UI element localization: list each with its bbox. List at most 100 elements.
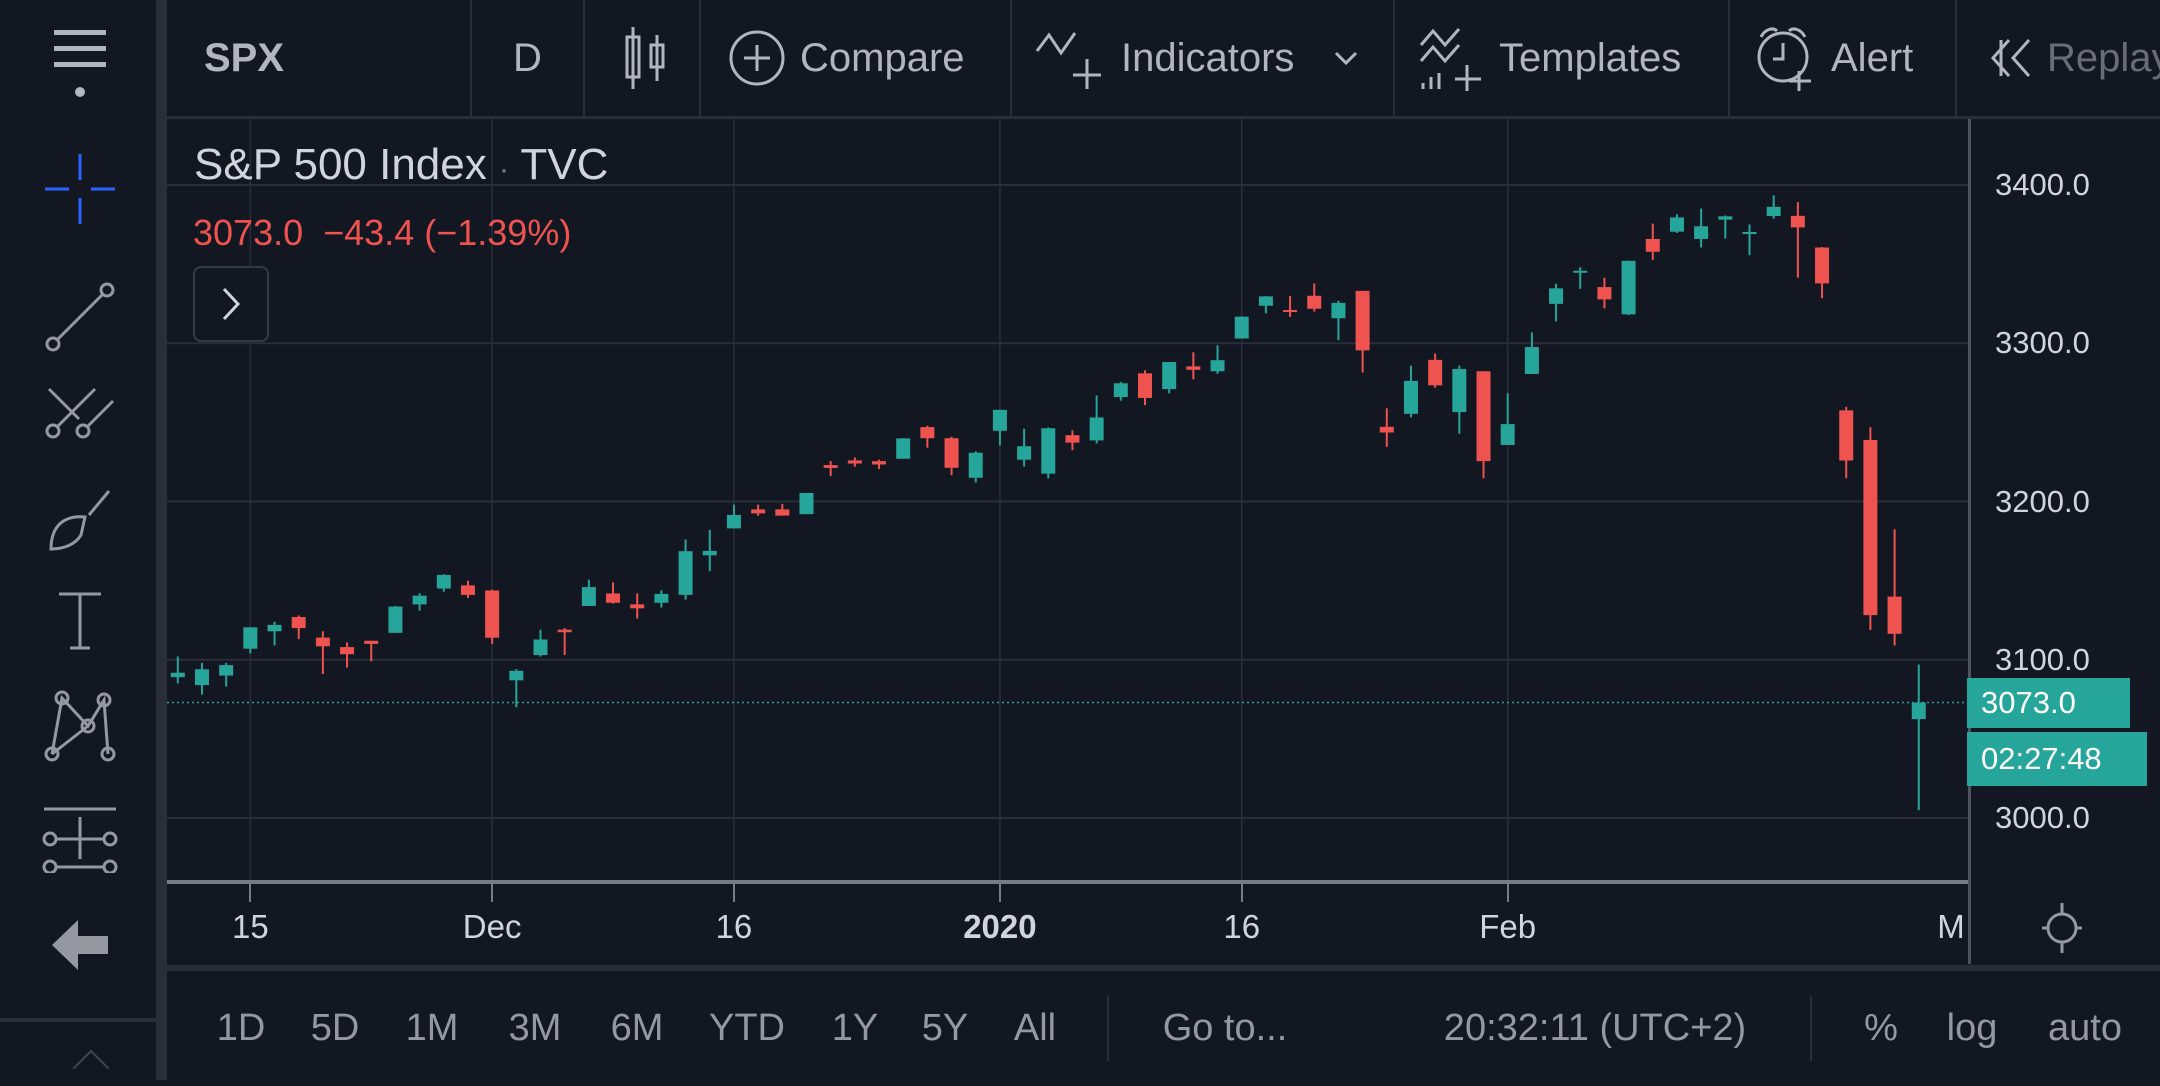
candle-body bbox=[1113, 383, 1128, 398]
candle bbox=[1428, 353, 1443, 388]
candle-body bbox=[751, 509, 766, 514]
range-6m-button[interactable]: 6M bbox=[610, 1007, 664, 1049]
range-5y-button[interactable]: 5Y bbox=[921, 1007, 969, 1049]
chart-type-button[interactable] bbox=[620, 0, 684, 116]
time-tick bbox=[998, 884, 1001, 902]
candle bbox=[1355, 290, 1370, 373]
plus-circle-icon bbox=[729, 30, 785, 86]
percent-scale-toggle[interactable]: % bbox=[1864, 1007, 1898, 1049]
candle bbox=[823, 460, 838, 477]
candle bbox=[1742, 224, 1757, 256]
candle bbox=[243, 627, 258, 654]
candle bbox=[1911, 664, 1926, 811]
candle-body bbox=[1742, 232, 1757, 235]
candle bbox=[1549, 283, 1564, 322]
time-tick-label: 15 bbox=[231, 908, 269, 945]
candle bbox=[460, 580, 475, 599]
candle bbox=[1379, 408, 1394, 447]
candle bbox=[1621, 260, 1636, 316]
symbol-search-button[interactable]: SPX bbox=[204, 0, 284, 116]
candle bbox=[1524, 332, 1539, 374]
pattern-icon[interactable] bbox=[40, 686, 120, 766]
time-tick bbox=[1240, 884, 1243, 902]
candle bbox=[1645, 223, 1660, 260]
crosshair-icon[interactable] bbox=[40, 149, 120, 229]
candle bbox=[775, 503, 790, 516]
candle bbox=[606, 582, 621, 604]
candle-body bbox=[1839, 410, 1854, 461]
last-price-label: 3073.0 bbox=[1967, 678, 2130, 728]
candle bbox=[1500, 393, 1515, 446]
candle-body bbox=[243, 627, 258, 649]
goto-button[interactable]: Go to... bbox=[1162, 1007, 1288, 1049]
brush-icon[interactable] bbox=[40, 480, 120, 560]
log-scale-toggle[interactable]: log bbox=[1946, 1007, 1998, 1049]
candle-body bbox=[1790, 215, 1805, 228]
indicators-button[interactable]: Indicators bbox=[1035, 0, 1372, 116]
price-chart[interactable] bbox=[167, 119, 2160, 882]
indicators-icon bbox=[1035, 32, 1101, 89]
legend-change: −43.4 bbox=[323, 212, 415, 253]
chevron-down-icon[interactable] bbox=[1334, 51, 1358, 65]
divider bbox=[699, 0, 701, 116]
candle bbox=[1863, 427, 1878, 630]
compare-button[interactable]: Compare bbox=[728, 0, 965, 116]
candle-body bbox=[1089, 417, 1104, 441]
candle bbox=[896, 438, 911, 459]
candle-body bbox=[1863, 439, 1878, 616]
candle bbox=[1331, 300, 1346, 341]
back-arrow-icon[interactable] bbox=[40, 905, 120, 985]
candle-body bbox=[823, 465, 838, 468]
candle bbox=[1476, 371, 1491, 479]
bottom-toolbar: 1D 5D 1M 3M 6M YTD 1Y 5Y All Go to... 20:32:11 (… bbox=[167, 965, 2160, 1086]
candle-body bbox=[533, 639, 548, 656]
candle-body bbox=[219, 665, 234, 676]
alert-button[interactable]: Alert bbox=[1755, 0, 1913, 116]
range-1m-button[interactable]: 1M bbox=[405, 1007, 459, 1049]
series-title: S&P 500 Index bbox=[194, 140, 487, 189]
compare-label: Compare bbox=[800, 35, 965, 80]
replay-button[interactable]: Replay bbox=[1989, 0, 2160, 116]
candle-body bbox=[388, 606, 403, 633]
candle-body bbox=[1258, 296, 1273, 306]
candle-body bbox=[1815, 247, 1830, 284]
candle bbox=[581, 579, 596, 606]
text-icon[interactable] bbox=[40, 580, 120, 660]
price-tick-label: 3300.0 bbox=[1995, 325, 2090, 361]
price-tick-label: 3100.0 bbox=[1995, 641, 2090, 677]
candle bbox=[968, 451, 983, 483]
range-3m-button[interactable]: 3M bbox=[508, 1007, 562, 1049]
clock-timezone[interactable]: 20:32:11 (UTC+2) bbox=[1443, 1007, 1747, 1049]
candle-body bbox=[630, 604, 645, 609]
candle bbox=[1138, 370, 1152, 406]
range-1d-button[interactable]: 1D bbox=[216, 1007, 266, 1049]
candle bbox=[315, 631, 330, 674]
range-ytd-button[interactable]: YTD bbox=[709, 1007, 785, 1049]
chevron-up-icon[interactable] bbox=[72, 1049, 110, 1086]
candle-body bbox=[992, 409, 1007, 431]
menu-icon[interactable] bbox=[40, 22, 120, 102]
alert-label: Alert bbox=[1831, 35, 1914, 80]
templates-button[interactable]: Templates bbox=[1419, 0, 1681, 116]
legend-expand-button[interactable] bbox=[193, 266, 269, 342]
interval-button[interactable]: D bbox=[513, 0, 542, 116]
chart-settings-icon[interactable] bbox=[2040, 903, 2084, 958]
measure-icon[interactable] bbox=[40, 798, 120, 878]
auto-scale-toggle[interactable]: auto bbox=[2048, 1007, 2122, 1049]
legend-price: 3073.0 bbox=[193, 212, 304, 253]
candle-body bbox=[1524, 347, 1539, 374]
candle-body bbox=[799, 492, 814, 515]
grid bbox=[167, 119, 1968, 880]
candles bbox=[170, 195, 1926, 811]
candle-body bbox=[1162, 362, 1177, 390]
fib-icon[interactable] bbox=[40, 364, 120, 444]
range-all-button[interactable]: All bbox=[1013, 1007, 1057, 1049]
interval-label: D bbox=[513, 35, 542, 80]
divider bbox=[1393, 0, 1395, 116]
candle-body bbox=[968, 452, 983, 478]
candle bbox=[920, 425, 935, 448]
range-5d-button[interactable]: 5D bbox=[310, 1007, 360, 1049]
trend-line-icon[interactable] bbox=[40, 277, 120, 357]
range-1y-button[interactable]: 1Y bbox=[831, 1007, 879, 1049]
candle-body bbox=[1234, 316, 1249, 339]
